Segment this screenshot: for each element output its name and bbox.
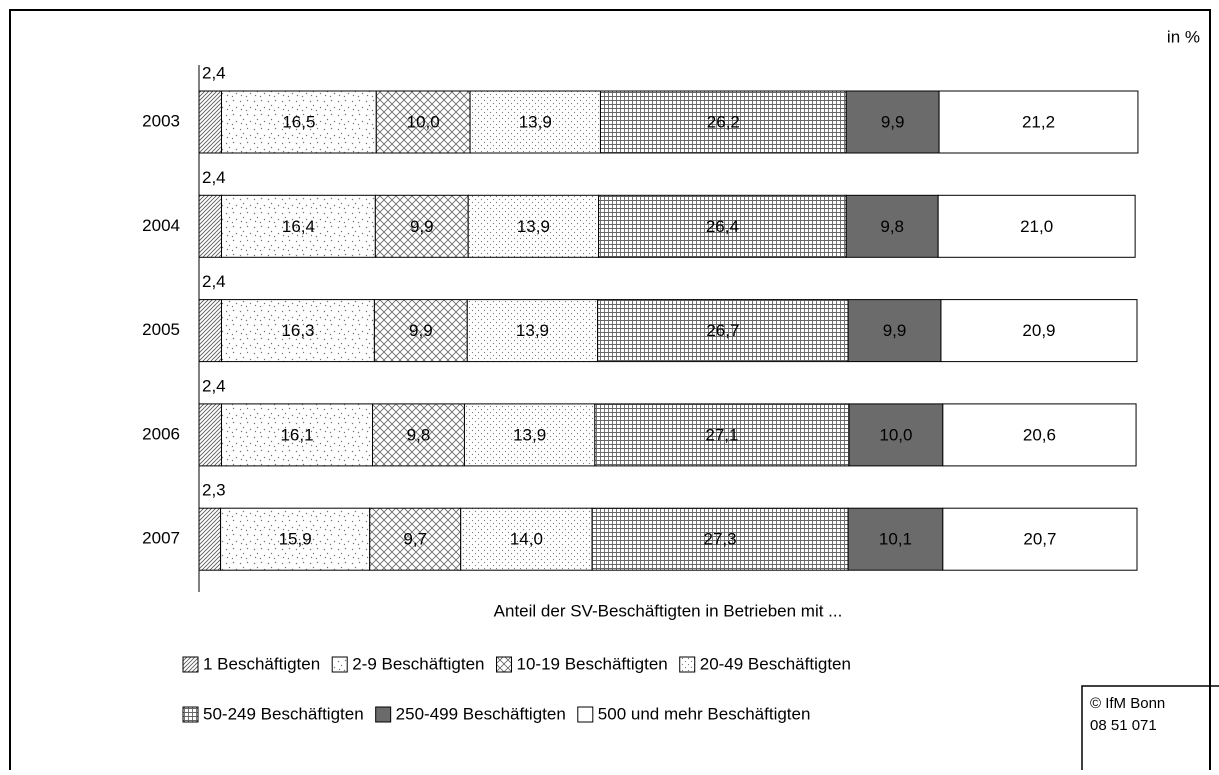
value-label: 26,2 xyxy=(707,112,740,131)
unit-label: in % xyxy=(1167,27,1200,46)
value-label: 13,9 xyxy=(516,321,549,340)
value-label: 10,0 xyxy=(879,425,912,444)
value-label: 20,6 xyxy=(1023,425,1056,444)
x-axis-label: Anteil der SV-Beschäftigten in Betrieben… xyxy=(494,601,843,620)
legend-label: 1 Beschäftigten xyxy=(203,654,320,673)
value-label: 2,4 xyxy=(202,168,226,187)
bar-segment xyxy=(375,90,471,154)
value-label: 26,4 xyxy=(706,217,739,236)
bar-segment xyxy=(198,403,223,467)
footer-box xyxy=(1081,685,1219,770)
value-label: 16,1 xyxy=(280,425,313,444)
legend-swatch xyxy=(577,706,594,723)
bar-segment xyxy=(374,194,469,258)
bar-segment xyxy=(937,194,1136,258)
bar-segment xyxy=(847,507,944,571)
value-label: 9,7 xyxy=(403,530,427,549)
legend-swatch xyxy=(182,656,199,673)
bar-segment xyxy=(845,90,940,154)
value-label: 13,9 xyxy=(517,217,550,236)
legend-label: 250-499 Beschäftigten xyxy=(396,704,566,723)
legend-swatch xyxy=(375,706,392,723)
bar-segment xyxy=(198,194,223,258)
legend-swatch xyxy=(331,656,348,673)
value-label: 10,0 xyxy=(407,112,440,131)
bar-segment xyxy=(221,194,376,258)
value-label: 27,1 xyxy=(705,425,738,444)
bar-segment xyxy=(940,299,1138,363)
y-tick-label: 2003 xyxy=(142,111,180,130)
value-label: 9,9 xyxy=(409,321,433,340)
value-label: 26,7 xyxy=(706,321,739,340)
value-label: 13,9 xyxy=(519,112,552,131)
value-label: 21,0 xyxy=(1020,217,1053,236)
code: 08 51 071 xyxy=(1090,717,1157,734)
value-label: 2,4 xyxy=(202,272,226,291)
bar-segment xyxy=(463,403,596,467)
bar-segment xyxy=(597,299,849,363)
value-label: 9,9 xyxy=(883,321,907,340)
bar-segment xyxy=(938,90,1139,154)
bar-segment xyxy=(942,403,1137,467)
bar-segment xyxy=(848,403,944,467)
bar-segment xyxy=(845,194,939,258)
value-label: 2,4 xyxy=(202,376,226,395)
value-label: 10,1 xyxy=(879,530,912,549)
value-label: 15,9 xyxy=(279,530,312,549)
bar-segment xyxy=(594,403,850,467)
value-label: 16,4 xyxy=(282,217,315,236)
bar-segment xyxy=(221,403,374,467)
bar-segment xyxy=(221,299,375,363)
y-tick-label: 2006 xyxy=(142,424,180,443)
legend-swatch xyxy=(182,706,199,723)
value-label: 16,5 xyxy=(282,112,315,131)
bar-segment xyxy=(599,90,847,154)
legend-swatch xyxy=(679,656,696,673)
value-label: 27,3 xyxy=(704,530,737,549)
y-tick-label: 2007 xyxy=(142,529,180,548)
value-label: 9,8 xyxy=(407,425,431,444)
value-label: 13,9 xyxy=(513,425,546,444)
legend-label: 500 und mehr Beschäftigten xyxy=(598,704,811,723)
bar-segment xyxy=(198,90,223,154)
bar-segment xyxy=(373,299,468,363)
bar-segment xyxy=(598,194,847,258)
y-tick-label: 2005 xyxy=(142,320,180,339)
value-label: 20,9 xyxy=(1022,321,1055,340)
value-label: 2,3 xyxy=(202,481,226,500)
legend-label: 10-19 Beschäftigten xyxy=(517,654,668,673)
y-tick-label: 2004 xyxy=(142,216,180,235)
value-label: 14,0 xyxy=(510,530,543,549)
value-label: 9,9 xyxy=(410,217,434,236)
legend-label: 2-9 Beschäftigten xyxy=(352,654,484,673)
bar-segment xyxy=(220,507,371,571)
frame xyxy=(9,9,1211,770)
copyright: © IfM Bonn xyxy=(1090,695,1165,712)
value-label: 9,9 xyxy=(881,112,905,131)
bar-segment xyxy=(469,90,601,154)
legend-label: 20-49 Beschäftigten xyxy=(700,654,851,673)
bar-segment xyxy=(942,507,1138,571)
bar-segment xyxy=(467,194,600,258)
bar-segment xyxy=(198,507,222,571)
legend-swatch xyxy=(496,656,513,673)
bar-segment xyxy=(466,299,599,363)
bar-segment xyxy=(847,299,942,363)
bar-segment xyxy=(198,299,223,363)
value-label: 9,8 xyxy=(880,217,904,236)
value-label: 21,2 xyxy=(1022,112,1055,131)
value-label: 2,4 xyxy=(202,63,226,82)
bar-segment xyxy=(221,90,377,154)
bar-segment xyxy=(372,403,465,467)
value-label: 16,3 xyxy=(281,321,314,340)
legend-label: 50-249 Beschäftigten xyxy=(203,704,364,723)
value-label: 20,7 xyxy=(1023,530,1056,549)
bar-segment xyxy=(369,507,462,571)
